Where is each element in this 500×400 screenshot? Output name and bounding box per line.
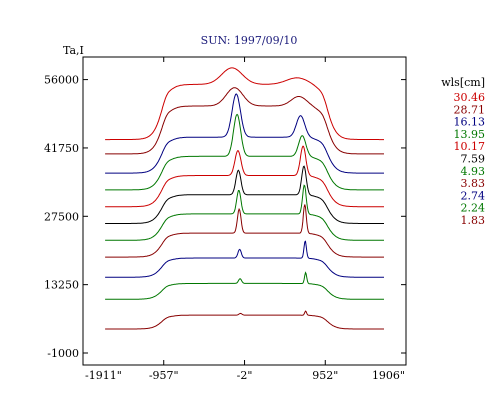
- legend-item: 2.74: [461, 189, 486, 202]
- y-tick-label: 27500: [44, 210, 79, 223]
- legend-item: 7.59: [461, 153, 486, 166]
- y-tick-label: 13250: [44, 279, 79, 292]
- x-tick-label: -2": [237, 369, 253, 382]
- series-line-4-93: [105, 184, 384, 241]
- series-line-2-74: [105, 240, 384, 278]
- series-line-7-59: [105, 165, 384, 224]
- y-axis-label: Ta,I: [63, 44, 84, 57]
- y-tick-label: 41750: [44, 142, 79, 155]
- legend-item: 3.83: [461, 177, 486, 190]
- series-line-2-24: [105, 271, 384, 300]
- y-ticks: -1000 13250 27500 41750 56000: [44, 74, 406, 360]
- plot-frame: [82, 56, 407, 366]
- legend-title: wls[cm]: [441, 76, 485, 89]
- legend-item: 16.13: [454, 116, 486, 129]
- series-line-28-71: [105, 87, 384, 155]
- legend-item: 2.24: [461, 202, 486, 215]
- x-tick-label: 1906": [372, 369, 405, 382]
- legend-item: 1.83: [461, 214, 486, 227]
- x-tick-label: 952": [312, 369, 338, 382]
- series-line-10-17: [105, 145, 384, 208]
- legend: 30.4628.7116.1313.9510.177.594.933.832.7…: [454, 91, 486, 227]
- x-ticks: -1911" -957" -2" 952" 1906": [82, 57, 407, 382]
- legend-item: 4.93: [461, 165, 486, 178]
- legend-item: 13.95: [454, 128, 486, 141]
- series-line-30-46: [105, 67, 384, 141]
- series-line-1-83: [105, 310, 384, 330]
- x-tick-label: -957": [149, 369, 179, 382]
- legend-item: 30.46: [454, 91, 486, 104]
- series-line-16-13: [105, 93, 384, 174]
- series-line-13-95: [105, 113, 384, 191]
- legend-item: 28.71: [454, 103, 486, 116]
- y-tick-label: -1000: [47, 347, 79, 360]
- x-tick-label: -1911": [85, 369, 122, 382]
- series-line-3-83: [105, 204, 384, 258]
- y-tick-label: 56000: [44, 74, 79, 87]
- chart-title: SUN: 1997/09/10: [201, 34, 298, 47]
- legend-item: 10.17: [454, 140, 486, 153]
- series-lines: [105, 67, 384, 330]
